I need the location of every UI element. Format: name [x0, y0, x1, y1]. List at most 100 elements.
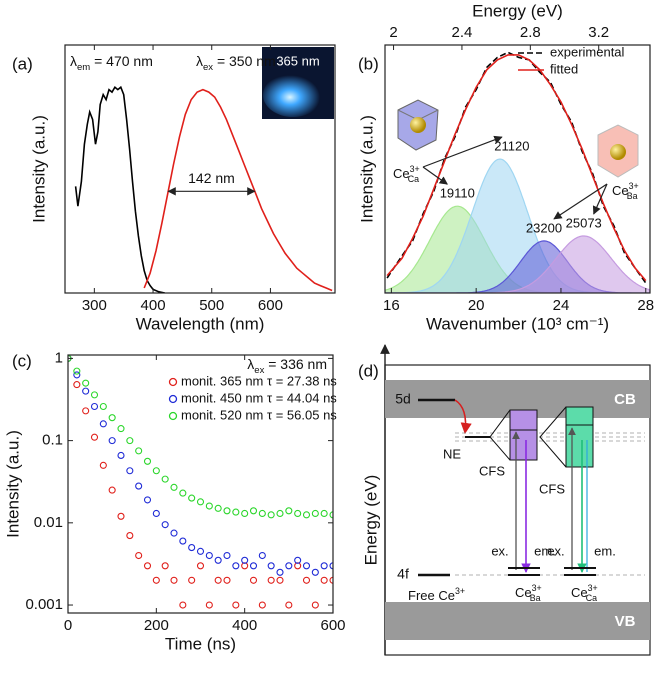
x-axis-label: Wavenumber (10³ cm⁻¹): [426, 314, 609, 333]
text-part: Ba: [530, 593, 541, 603]
pointer-arrow: [553, 183, 608, 220]
data-point: [285, 562, 293, 570]
data-point: [320, 562, 328, 570]
data-point: [161, 475, 169, 483]
data-point: [161, 521, 169, 529]
data-point: [223, 551, 231, 560]
data-point: [170, 529, 178, 537]
data-point: [214, 556, 222, 564]
data-point: [329, 576, 333, 584]
data-point: [73, 371, 81, 379]
data-point: [302, 511, 311, 519]
data-point: [285, 507, 293, 515]
text-part: Ca: [586, 593, 597, 603]
text-part: Ce: [515, 585, 532, 600]
em-label: em.: [594, 543, 616, 558]
text-part: 3+: [532, 583, 542, 593]
legend-marker: [168, 377, 178, 387]
x-tick-label: 600: [320, 617, 345, 634]
data-point: [232, 508, 240, 516]
data-point: [82, 407, 90, 415]
text-part: ex: [254, 365, 264, 376]
peak-label: 21120: [494, 139, 529, 154]
legend-label: fitted: [550, 61, 578, 76]
plot-area: [74, 85, 333, 293]
x-tick-label: 300: [82, 297, 107, 314]
x2-axis-label: Energy (eV): [472, 1, 563, 20]
fwhm-label: 142 nm: [188, 170, 235, 186]
data-point: [152, 509, 160, 518]
peak-label: 25073: [566, 215, 602, 230]
data-point: [108, 414, 116, 422]
text-part: Ba: [627, 191, 638, 201]
fit-component: [385, 235, 650, 293]
data-point: [302, 562, 311, 570]
data-point: [214, 504, 222, 512]
data-point: [188, 576, 196, 584]
data-point: [108, 437, 116, 445]
legend-label: experimental: [550, 44, 625, 59]
data-point: [249, 576, 258, 584]
annotation: λex = 336 nm: [247, 356, 327, 376]
series-line: [386, 54, 647, 282]
data-point: [232, 562, 240, 570]
data-point: [126, 467, 134, 475]
data-point: [143, 457, 152, 465]
data-point: [223, 576, 231, 584]
level-5d-label: 5d: [395, 391, 411, 407]
data-point: [117, 451, 125, 459]
data-point: [276, 568, 284, 576]
cb-label: CB: [614, 391, 636, 408]
text-part: 3+: [455, 586, 465, 596]
panel-label: (d): [358, 361, 379, 380]
ex-label: ex.: [547, 543, 564, 558]
site-label: Ce3+ Ca: [393, 164, 420, 184]
em-label: em.: [534, 543, 556, 558]
x-tick-label: 24: [553, 297, 570, 314]
site-ba-label: Ce3+ Ba: [515, 583, 542, 603]
y-tick-label: 0.01: [34, 514, 63, 531]
data-point: [135, 551, 143, 560]
data-point: [196, 562, 205, 570]
data-point: [126, 437, 134, 445]
plot-area: [68, 355, 333, 609]
plot-frame: [67, 354, 334, 614]
text-part: Ca: [408, 174, 419, 184]
y-tick-label: 0.001: [25, 596, 63, 613]
data-point: [99, 420, 107, 428]
ne-label: NE: [443, 446, 461, 461]
text-part: λ: [196, 53, 203, 69]
data-point: [170, 576, 178, 584]
peak-label: 19110: [440, 186, 475, 201]
data-point: [294, 509, 302, 518]
text-part: = 350 nm: [213, 53, 276, 69]
data-point: [232, 601, 240, 609]
plot-frame: [384, 44, 651, 294]
data-point: [276, 576, 284, 584]
text-part: ex: [203, 62, 213, 73]
y-axis-label: Intensity (a.u.): [29, 115, 48, 223]
data-point: [241, 509, 249, 518]
data-point: [135, 447, 143, 455]
data-point: [258, 551, 266, 560]
text-part: 3+: [410, 164, 420, 174]
x-tick-label: 400: [141, 297, 166, 314]
data-point: [311, 509, 319, 518]
cfs-lines-ba: [489, 409, 511, 461]
annotation: λem = 470 nm: [70, 53, 153, 73]
panel-label: (a): [12, 54, 33, 73]
legend-label: monit. 365 nm τ = 27.38 ns: [181, 373, 337, 388]
data-point: [161, 562, 169, 570]
panel-label: (b): [358, 54, 379, 73]
data-point: [196, 498, 205, 506]
data-point: [117, 512, 125, 520]
relaxation-arrow: [454, 399, 472, 435]
data-point: [99, 461, 107, 469]
data-point: [126, 532, 134, 540]
data-point: [267, 562, 275, 570]
cfs-label: CFS: [539, 481, 565, 496]
data-point: [285, 601, 293, 609]
text-part: λ: [247, 356, 254, 372]
data-point: [241, 556, 249, 564]
data-point: [90, 433, 99, 441]
